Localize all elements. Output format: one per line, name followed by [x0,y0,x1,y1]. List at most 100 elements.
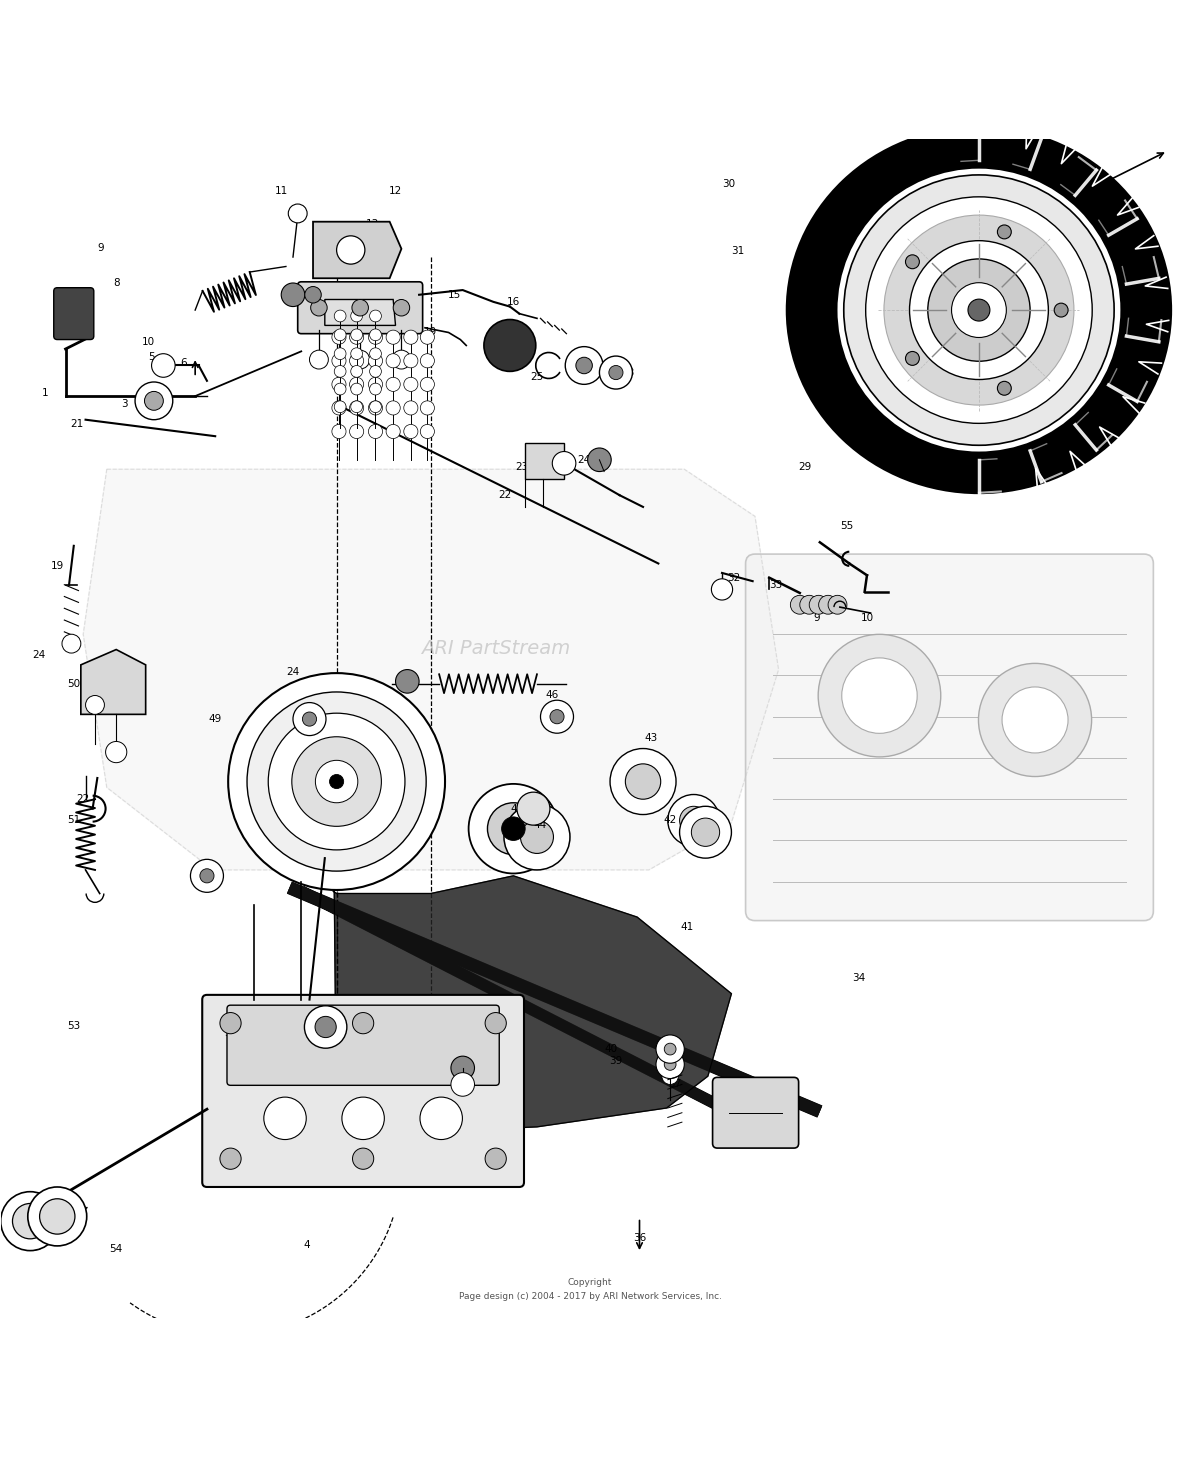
Text: 4: 4 [303,1240,310,1250]
Circle shape [334,401,346,412]
Text: 54: 54 [110,1244,123,1254]
Text: 39: 39 [609,1056,623,1067]
Circle shape [144,392,163,411]
Circle shape [350,310,362,322]
Text: 24: 24 [452,1068,465,1078]
Circle shape [281,283,304,306]
Circle shape [841,659,917,733]
Circle shape [332,401,346,415]
Text: 44: 44 [533,820,548,830]
Circle shape [905,255,919,268]
Text: 22: 22 [498,490,512,500]
Text: 10: 10 [142,337,155,347]
Circle shape [968,299,990,321]
FancyBboxPatch shape [202,995,524,1187]
Circle shape [404,377,418,392]
Text: 24: 24 [577,455,591,465]
Text: 30: 30 [722,179,735,189]
Circle shape [420,424,434,439]
Text: 42: 42 [663,816,677,826]
Circle shape [349,354,363,367]
Circle shape [86,695,104,714]
Circle shape [386,424,400,439]
Polygon shape [81,650,145,714]
Text: 15: 15 [448,290,461,300]
Circle shape [349,377,363,392]
Circle shape [791,596,809,615]
Circle shape [565,347,603,385]
Circle shape [997,382,1011,395]
Circle shape [334,383,346,395]
Circle shape [336,236,365,264]
Circle shape [1002,686,1068,753]
Circle shape [404,401,418,415]
Text: 2: 2 [78,315,84,325]
Circle shape [349,331,363,344]
Circle shape [680,806,708,835]
Text: 32: 32 [727,573,740,583]
FancyBboxPatch shape [713,1077,799,1148]
Text: 38: 38 [663,1064,677,1072]
Text: 24: 24 [32,650,45,660]
Circle shape [369,348,381,360]
Circle shape [332,424,346,439]
Text: Copyright: Copyright [568,1278,612,1287]
Circle shape [309,350,328,369]
Circle shape [219,1148,241,1170]
Text: 48: 48 [197,874,210,884]
Circle shape [151,354,175,377]
Circle shape [502,817,525,841]
Circle shape [844,175,1114,446]
Text: 13: 13 [366,219,379,229]
Circle shape [625,763,661,800]
Circle shape [334,366,346,377]
Text: 50: 50 [67,679,80,689]
Text: 17: 17 [346,286,359,296]
Text: 16: 16 [506,297,520,307]
Circle shape [884,216,1074,405]
Circle shape [264,1097,307,1139]
Polygon shape [324,300,395,325]
Text: 21: 21 [71,420,84,430]
Circle shape [369,310,381,322]
Text: 6: 6 [181,358,186,369]
Circle shape [350,401,362,412]
Circle shape [293,702,326,736]
FancyBboxPatch shape [297,281,422,334]
Text: 41: 41 [680,921,694,931]
Circle shape [517,793,550,825]
Text: 55: 55 [840,520,853,530]
Circle shape [135,382,172,420]
Text: 51: 51 [67,816,80,826]
Circle shape [420,1097,463,1139]
Circle shape [484,319,536,372]
Circle shape [1,1192,60,1250]
Circle shape [315,1017,336,1037]
Circle shape [404,331,418,344]
Circle shape [369,366,381,377]
Circle shape [368,331,382,344]
Circle shape [393,300,409,316]
Circle shape [552,452,576,475]
Circle shape [485,1013,506,1034]
Circle shape [247,692,426,871]
Circle shape [369,401,381,412]
Circle shape [819,596,838,615]
Text: 47: 47 [405,679,418,689]
Circle shape [40,1199,76,1234]
Text: 45: 45 [510,804,524,813]
Circle shape [395,670,419,694]
Text: 11: 11 [275,186,288,197]
Circle shape [105,742,126,762]
Circle shape [712,578,733,600]
Circle shape [800,596,819,615]
Text: 27: 27 [577,360,591,370]
Circle shape [368,424,382,439]
Circle shape [837,168,1121,453]
Text: 25: 25 [530,373,544,382]
Circle shape [13,1203,48,1238]
Text: 19: 19 [425,328,438,338]
Circle shape [610,749,676,814]
Circle shape [63,634,81,653]
Circle shape [369,329,381,341]
